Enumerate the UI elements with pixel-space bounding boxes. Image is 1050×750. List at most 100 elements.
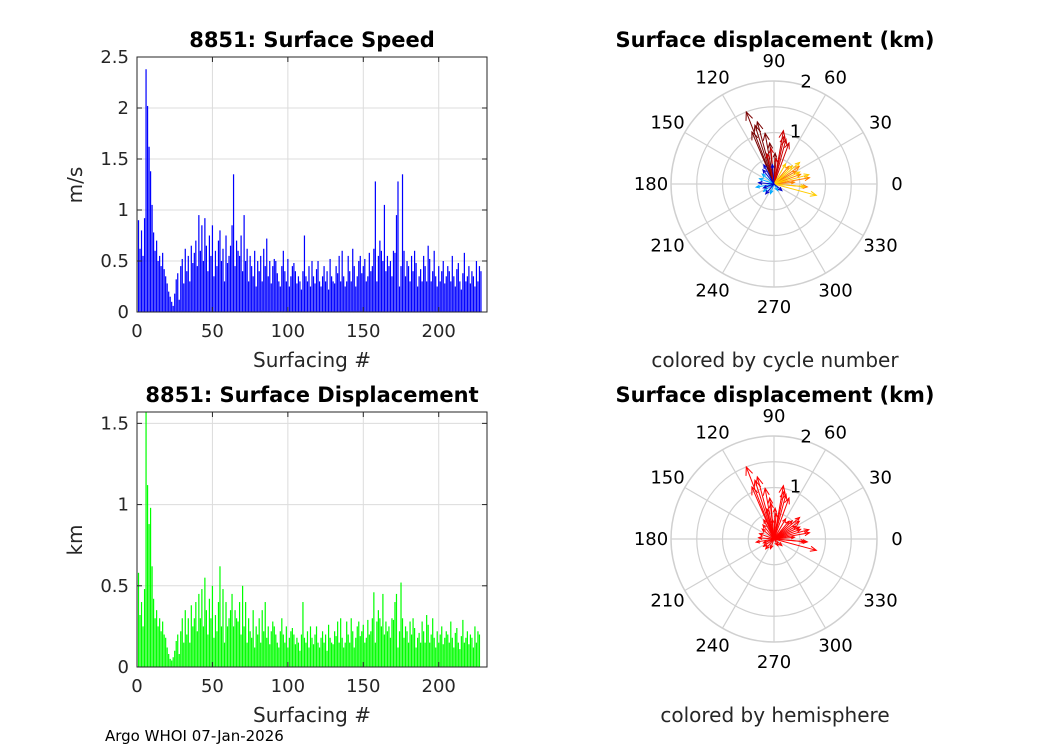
bar	[249, 631, 251, 667]
bar	[409, 281, 411, 312]
vector-arrowhead	[773, 156, 778, 163]
bar	[288, 286, 290, 312]
bar	[168, 654, 170, 667]
bar	[156, 610, 158, 667]
bar	[386, 255, 389, 312]
vector-arrow	[773, 142, 790, 185]
vector-arrow	[773, 165, 793, 185]
bar	[257, 261, 259, 312]
bar	[189, 281, 191, 312]
bar	[285, 281, 287, 312]
vector-arrowhead	[758, 533, 764, 537]
bar	[451, 637, 453, 667]
bar	[195, 602, 197, 667]
bar	[442, 644, 444, 667]
bar	[178, 299, 180, 312]
bar	[315, 269, 318, 312]
bar	[353, 647, 355, 667]
bar	[281, 266, 283, 312]
bar	[308, 647, 310, 667]
bar	[146, 105, 149, 313]
bar	[184, 248, 186, 312]
bar	[343, 276, 345, 312]
bar	[420, 269, 422, 312]
bar	[157, 261, 159, 312]
vector-arrow	[773, 174, 809, 185]
bar	[382, 261, 384, 312]
bar	[474, 626, 476, 667]
bar	[362, 624, 364, 667]
bar	[186, 634, 188, 667]
polar-angle-label: 330	[863, 236, 897, 257]
vector-arrow	[773, 497, 790, 540]
vector-arrow	[770, 183, 775, 194]
bar	[282, 250, 284, 312]
vector-arrowhead	[800, 184, 807, 189]
polar-angle-label: 240	[695, 636, 729, 657]
bar	[465, 637, 467, 667]
bar	[327, 289, 330, 312]
polar-hemisphere-title: Surface displacement (km)	[615, 383, 934, 407]
vector-arrow	[766, 153, 775, 185]
bar	[267, 626, 269, 667]
vector-arrow	[773, 181, 795, 185]
bar	[426, 281, 428, 312]
bar	[287, 258, 289, 312]
vector-arrowhead	[777, 186, 783, 192]
vector-arrowhead	[784, 496, 790, 505]
bar	[389, 637, 392, 667]
bar	[388, 266, 390, 312]
bar	[454, 286, 456, 312]
bar	[370, 271, 372, 312]
bar	[156, 240, 158, 312]
bar	[222, 248, 224, 312]
bar	[306, 631, 309, 667]
bar	[220, 626, 223, 667]
bar	[193, 618, 195, 667]
bar	[210, 618, 212, 667]
vector-arrow	[756, 183, 775, 188]
bar	[314, 283, 316, 312]
polar-spoke	[721, 538, 775, 629]
bar	[421, 281, 423, 312]
x-tick-label: 100	[271, 676, 305, 697]
bar	[291, 628, 293, 667]
bar	[255, 626, 257, 667]
vector-arrowhead	[767, 496, 774, 505]
bar	[192, 263, 194, 312]
bar	[279, 286, 281, 312]
bar	[436, 631, 438, 667]
bar	[427, 245, 429, 312]
bar	[427, 624, 429, 667]
bar	[312, 644, 315, 667]
bar	[260, 642, 262, 667]
vector-arrow	[773, 538, 805, 543]
bar	[475, 642, 478, 667]
bar	[293, 263, 295, 312]
bar	[343, 647, 345, 667]
polar-hemisphere-subtitle: colored by hemisphere	[660, 703, 889, 727]
bar	[377, 610, 379, 667]
vector-arrowhead	[762, 132, 770, 141]
bar	[160, 266, 162, 312]
bar	[204, 577, 206, 667]
bar	[184, 610, 186, 667]
bar	[270, 283, 272, 312]
bar	[222, 589, 224, 667]
displacement-xlabel: Surfacing #	[253, 703, 371, 727]
bar	[255, 286, 257, 312]
bar	[146, 485, 149, 667]
bar	[240, 235, 242, 312]
bar	[359, 255, 361, 312]
vector-arrowhead	[745, 110, 753, 121]
bar	[269, 644, 271, 667]
polar-spoke	[684, 538, 775, 592]
bar	[392, 619, 395, 667]
bar	[417, 286, 419, 312]
polar-angle-label: 0	[891, 529, 902, 550]
bar	[219, 566, 221, 667]
vector-arrow	[773, 536, 795, 540]
bar	[462, 273, 464, 312]
bar	[359, 636, 361, 667]
bar	[350, 281, 352, 312]
